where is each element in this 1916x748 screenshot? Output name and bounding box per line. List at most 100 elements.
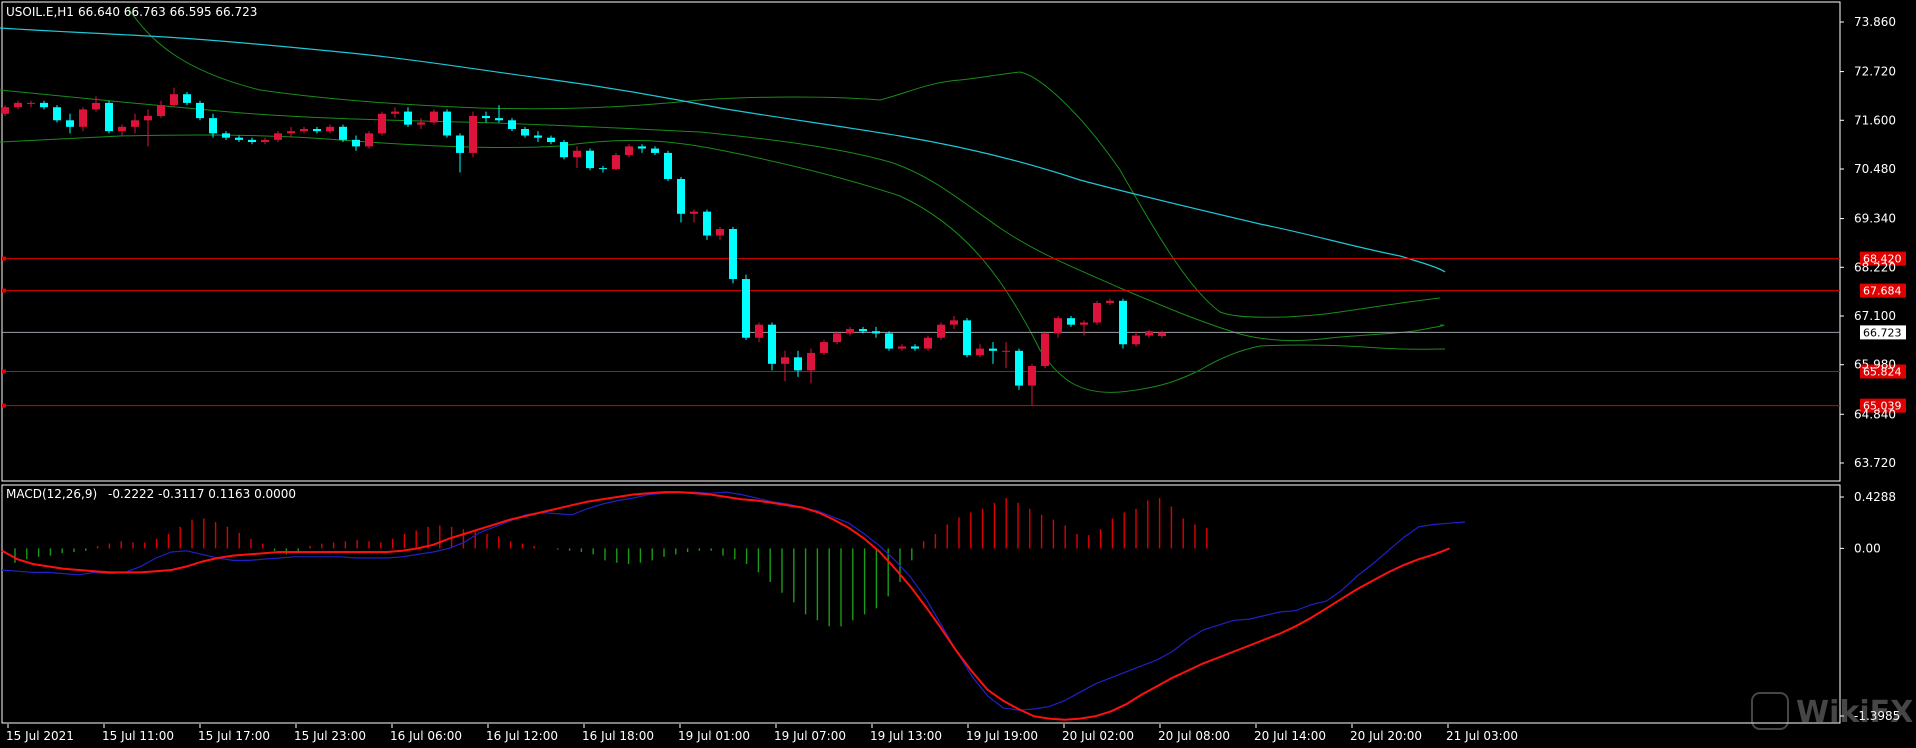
candle-body [1119,300,1127,345]
level-price-label: 65.039 [1863,400,1902,413]
price-level[interactable]: 67.684 [2,283,1906,298]
candle-body [209,118,217,134]
candle-body [677,179,685,214]
candlestick-series [1,87,1166,406]
price-level[interactable]: 65.039 [2,398,1906,413]
macd-tick-label: -1.3985 [1854,709,1900,723]
level-price-tag [1860,398,1906,413]
candle-body [274,133,282,140]
price-level[interactable]: 68.420 [2,251,1906,266]
macd-main-line [1,491,1466,711]
candle [40,100,48,110]
candle [482,111,490,123]
macd-title: MACD(12,26,9) [6,487,97,501]
candle [781,350,789,382]
candle [807,348,815,384]
candle-body [1067,318,1075,325]
candle [235,135,243,143]
horizontal-level-lines[interactable]: 68.420 67.684 65.824 65.039 66.723 [2,251,1906,413]
candle [287,126,295,138]
candle-body [716,229,724,236]
candle [586,148,594,171]
candle-body [651,148,659,153]
candle-body [755,324,763,338]
level-handle[interactable] [2,403,6,408]
candle-body [1041,333,1049,367]
candle-body [417,122,425,125]
candle [222,131,230,140]
candle [365,131,373,149]
time-tick-label: 19 Jul 07:00 [774,729,846,743]
candle-body [560,142,568,158]
price-level[interactable]: 65.824 [2,364,1906,379]
candle-body [196,102,204,119]
candle-body [495,118,503,121]
level-handle[interactable] [2,256,6,261]
candle-body [911,346,919,349]
candle [261,137,269,145]
candle-body [287,131,295,134]
candle [859,326,867,334]
candle [248,137,256,145]
candle [911,344,919,351]
candle [768,322,776,371]
macd-signal-line [1,491,1450,721]
time-tick-label: 15 Jul 17:00 [198,729,270,743]
time-tick-label: 20 Jul 08:00 [1158,729,1230,743]
time-tick-label: 21 Jul 03:00 [1446,729,1518,743]
candle-body [1080,322,1088,325]
candle-body [131,120,139,127]
level-handle[interactable] [2,288,6,293]
candle-body [638,146,646,149]
candle [443,109,451,138]
candle-body [573,150,581,158]
candle-body [833,333,841,343]
candle-body [1002,350,1010,352]
candle-body [859,329,867,332]
candle-body [1145,331,1153,336]
current-price-label: 66.723 [1863,326,1902,339]
candle [547,135,555,145]
time-tick-label: 20 Jul 20:00 [1350,729,1422,743]
candle [391,107,399,119]
price-tick-label: 72.720 [1854,65,1896,79]
candle-body [976,348,984,356]
candle-body [1,107,9,114]
candle-body [222,133,230,138]
candle-body [456,135,464,153]
candle-body [482,115,490,119]
candle-body [612,155,620,169]
bollinger-middle-line [0,89,1445,342]
candle-body [586,150,594,169]
watermark-logo-icon [1751,692,1789,730]
candle-body [40,102,48,108]
candle-body [170,94,178,106]
candle-body [261,139,269,143]
candle [1067,316,1075,327]
candle-body [14,102,22,108]
candle-body [690,211,698,214]
candle [885,331,893,351]
level-handle[interactable] [2,369,6,374]
candle-body [27,102,35,104]
price-pane[interactable]: 68.420 67.684 65.824 65.039 66.723 73.860 72.… [0,1,1906,482]
candle-body [66,120,74,127]
price-tick-label: 71.600 [1854,113,1896,127]
candle [703,209,711,240]
price-tick-label: 63.720 [1854,456,1896,470]
candle [300,126,308,134]
candle [326,124,334,134]
candle-body [768,324,776,364]
macd-pane[interactable]: 0.4288 0.00 -1.3985 MACD(12,26,9) -0.2222 … [1,484,1900,724]
moving-average-line [0,27,1446,273]
candle-body [53,107,61,121]
macd-tick-label: 0.00 [1854,541,1881,555]
candle-body [820,342,828,353]
candle-body [1158,332,1166,337]
level-price-label: 65.824 [1863,365,1902,378]
level-price-tag [1860,283,1906,298]
level-price-tag [1860,251,1906,266]
candle [638,144,646,153]
ohlc-label: 66.640 66.763 66.595 66.723 [78,5,257,19]
